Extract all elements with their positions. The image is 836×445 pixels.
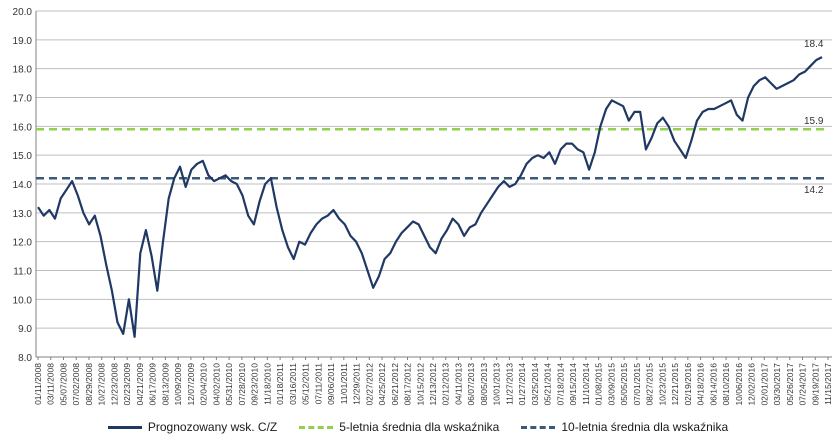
- x-tick-label: 12/29/2011: [352, 363, 362, 405]
- x-tick-label: 07/24/2017: [798, 363, 808, 406]
- x-tick-label: 08/29/2008: [84, 363, 94, 406]
- x-tick-label: 04/18/2016: [696, 363, 706, 406]
- gridlines: [36, 10, 832, 358]
- x-tick-label: 07/28/2010: [237, 363, 247, 406]
- legend-swatch-solid: [107, 425, 142, 429]
- y-tick-label: 11.0: [13, 267, 32, 278]
- y-tick-label: 12.0: [13, 238, 33, 249]
- x-tick-label: 05/31/2010: [224, 363, 234, 406]
- x-tick-label: 12/23/2008: [109, 363, 119, 406]
- y-tick-label: 18.0: [13, 65, 33, 76]
- y-tick-label: 9.0: [18, 324, 32, 335]
- x-tick-label: 11/01/2011: [339, 363, 349, 405]
- x-tick-label: 05/07/2008: [58, 363, 68, 406]
- legend-label-10y-average: 10-letnia średnia dla wskaźnika: [561, 420, 729, 434]
- x-tick-label: 01/11/2008: [33, 363, 43, 405]
- x-tick-label: 07/01/2015: [632, 363, 642, 406]
- series-layer: [37, 56, 823, 338]
- x-tick-label: 09/06/2011: [326, 363, 336, 405]
- x-tick-label: 10/09/2009: [173, 363, 183, 406]
- x-tick-label: 10/23/2015: [657, 363, 667, 406]
- x-tick-label: 11/15/2017: [823, 363, 833, 405]
- x-tick-label: 06/21/2012: [390, 363, 400, 406]
- x-tick-label: 04/25/2012: [377, 363, 387, 406]
- x-tick-label: 08/17/2012: [403, 363, 413, 406]
- x-tick-label: 08/10/2016: [721, 363, 731, 406]
- x-tick-label: 06/17/2009: [148, 363, 158, 406]
- pe-ratio-chart: 8.0 9.0 10.0 11.0 12.0 13.0 14.0 15.0 16.0 17.0 18…: [13, 7, 833, 406]
- x-tick-label: 02/23/2009: [122, 363, 132, 406]
- data-labels: 15.9 14.2 18.4: [804, 39, 824, 196]
- axes: 8.0 9.0 10.0 11.0 12.0 13.0 14.0 15.0 16.0 17.0 18…: [13, 7, 833, 406]
- y-tick-label: 15.0: [13, 151, 33, 162]
- legend-swatch-dashed-blue: [521, 425, 556, 429]
- x-tick-label: 04/02/2010: [211, 363, 221, 406]
- x-tick-label: 12/13/2012: [428, 363, 438, 406]
- x-tick-label: 02/19/2016: [683, 363, 693, 406]
- x-tick-label: 09/23/2010: [250, 363, 260, 406]
- x-tick-label: 08/13/2009: [160, 363, 170, 406]
- legend: Prognozowany wsk. C/Z 5-letnia średnia d…: [0, 416, 836, 438]
- x-tick-label: 03/30/2017: [772, 363, 782, 406]
- legend-item-5y-average: 5-letnia średnia dla wskaźnika: [299, 420, 499, 434]
- y-tick-label: 8.0: [18, 353, 32, 364]
- x-tick-label: 10/06/2016: [734, 363, 744, 406]
- x-tick-label: 03/25/2014: [530, 363, 540, 406]
- reference-lines: [36, 127, 824, 180]
- x-tick-label: 11/18/2010: [262, 363, 272, 405]
- x-tick-label: 02/12/2013: [441, 363, 451, 406]
- x-tick-label: 05/26/2017: [785, 363, 795, 406]
- legend-label-5y-average: 5-letnia średnia dla wskaźnika: [339, 420, 500, 434]
- x-tick-label: 11/10/2014: [581, 363, 591, 405]
- y-tick-label: 16.0: [13, 122, 33, 133]
- x-tick-label: 09/19/2017: [810, 363, 820, 406]
- x-tick-label: 02/01/2017: [759, 363, 769, 406]
- y-tick-label: 20.0: [13, 7, 33, 18]
- y-tick-label: 13.0: [13, 209, 33, 220]
- x-tick-label: 01/18/2011: [275, 363, 285, 405]
- x-tick-label: 07/11/2011: [313, 363, 323, 405]
- x-tick-label: 05/05/2015: [619, 363, 629, 406]
- x-tick-label: 03/11/2008: [46, 363, 56, 405]
- x-tick-label: 03/09/2015: [606, 363, 616, 406]
- avg-10y-label: 14.2: [804, 185, 824, 196]
- x-tick-label: 05/12/2011: [301, 363, 311, 405]
- legend-label-forecast-pe: Prognozowany wsk. C/Z: [147, 420, 278, 434]
- x-tick-label: 06/07/2013: [466, 363, 476, 406]
- legend-swatch-dashed-green: [299, 425, 334, 429]
- x-tick-label: 10/27/2008: [97, 363, 107, 406]
- x-tick-label: 12/21/2015: [670, 363, 680, 406]
- y-tick-label: 17.0: [13, 94, 33, 105]
- x-tick-label: 09/15/2014: [568, 363, 578, 406]
- x-tick-label: 02/27/2012: [364, 363, 374, 406]
- x-tick-label: 07/18/2014: [555, 363, 565, 406]
- avg-5y-label: 15.9: [804, 116, 824, 127]
- legend-item-10y-average: 10-letnia średnia dla wskaźnika: [521, 420, 728, 434]
- x-tick-label: 07/02/2008: [71, 363, 81, 406]
- x-tick-label: 10/15/2012: [415, 363, 425, 406]
- x-tick-label: 02/04/2010: [199, 363, 209, 406]
- x-tick-label: 05/21/2014: [543, 363, 553, 406]
- series-line-forecast-pe: [37, 56, 823, 338]
- last-value-label: 18.4: [804, 39, 824, 50]
- y-tick-label: 19.0: [13, 36, 33, 47]
- x-tick-label: 06/14/2016: [708, 363, 718, 406]
- x-tick-label: 12/07/2009: [186, 363, 196, 406]
- x-tick-label: 04/21/2009: [135, 363, 145, 406]
- x-tick-label: 08/05/2013: [479, 363, 489, 406]
- x-tick-label: 01/27/2014: [517, 363, 527, 406]
- x-tick-label: 01/08/2015: [594, 363, 604, 406]
- x-tick-label: 04/11/2013: [453, 363, 463, 405]
- x-tick-label: 12/02/2016: [747, 363, 757, 406]
- legend-item-forecast-pe: Prognozowany wsk. C/Z: [107, 420, 278, 434]
- x-tick-label: 11/27/2013: [504, 363, 514, 405]
- x-tick-label: 10/01/2013: [492, 363, 502, 406]
- x-tick-label: 08/27/2015: [645, 363, 655, 406]
- y-tick-label: 14.0: [13, 180, 33, 191]
- x-tick-label: 03/16/2011: [288, 363, 298, 405]
- y-tick-label: 10.0: [13, 295, 33, 306]
